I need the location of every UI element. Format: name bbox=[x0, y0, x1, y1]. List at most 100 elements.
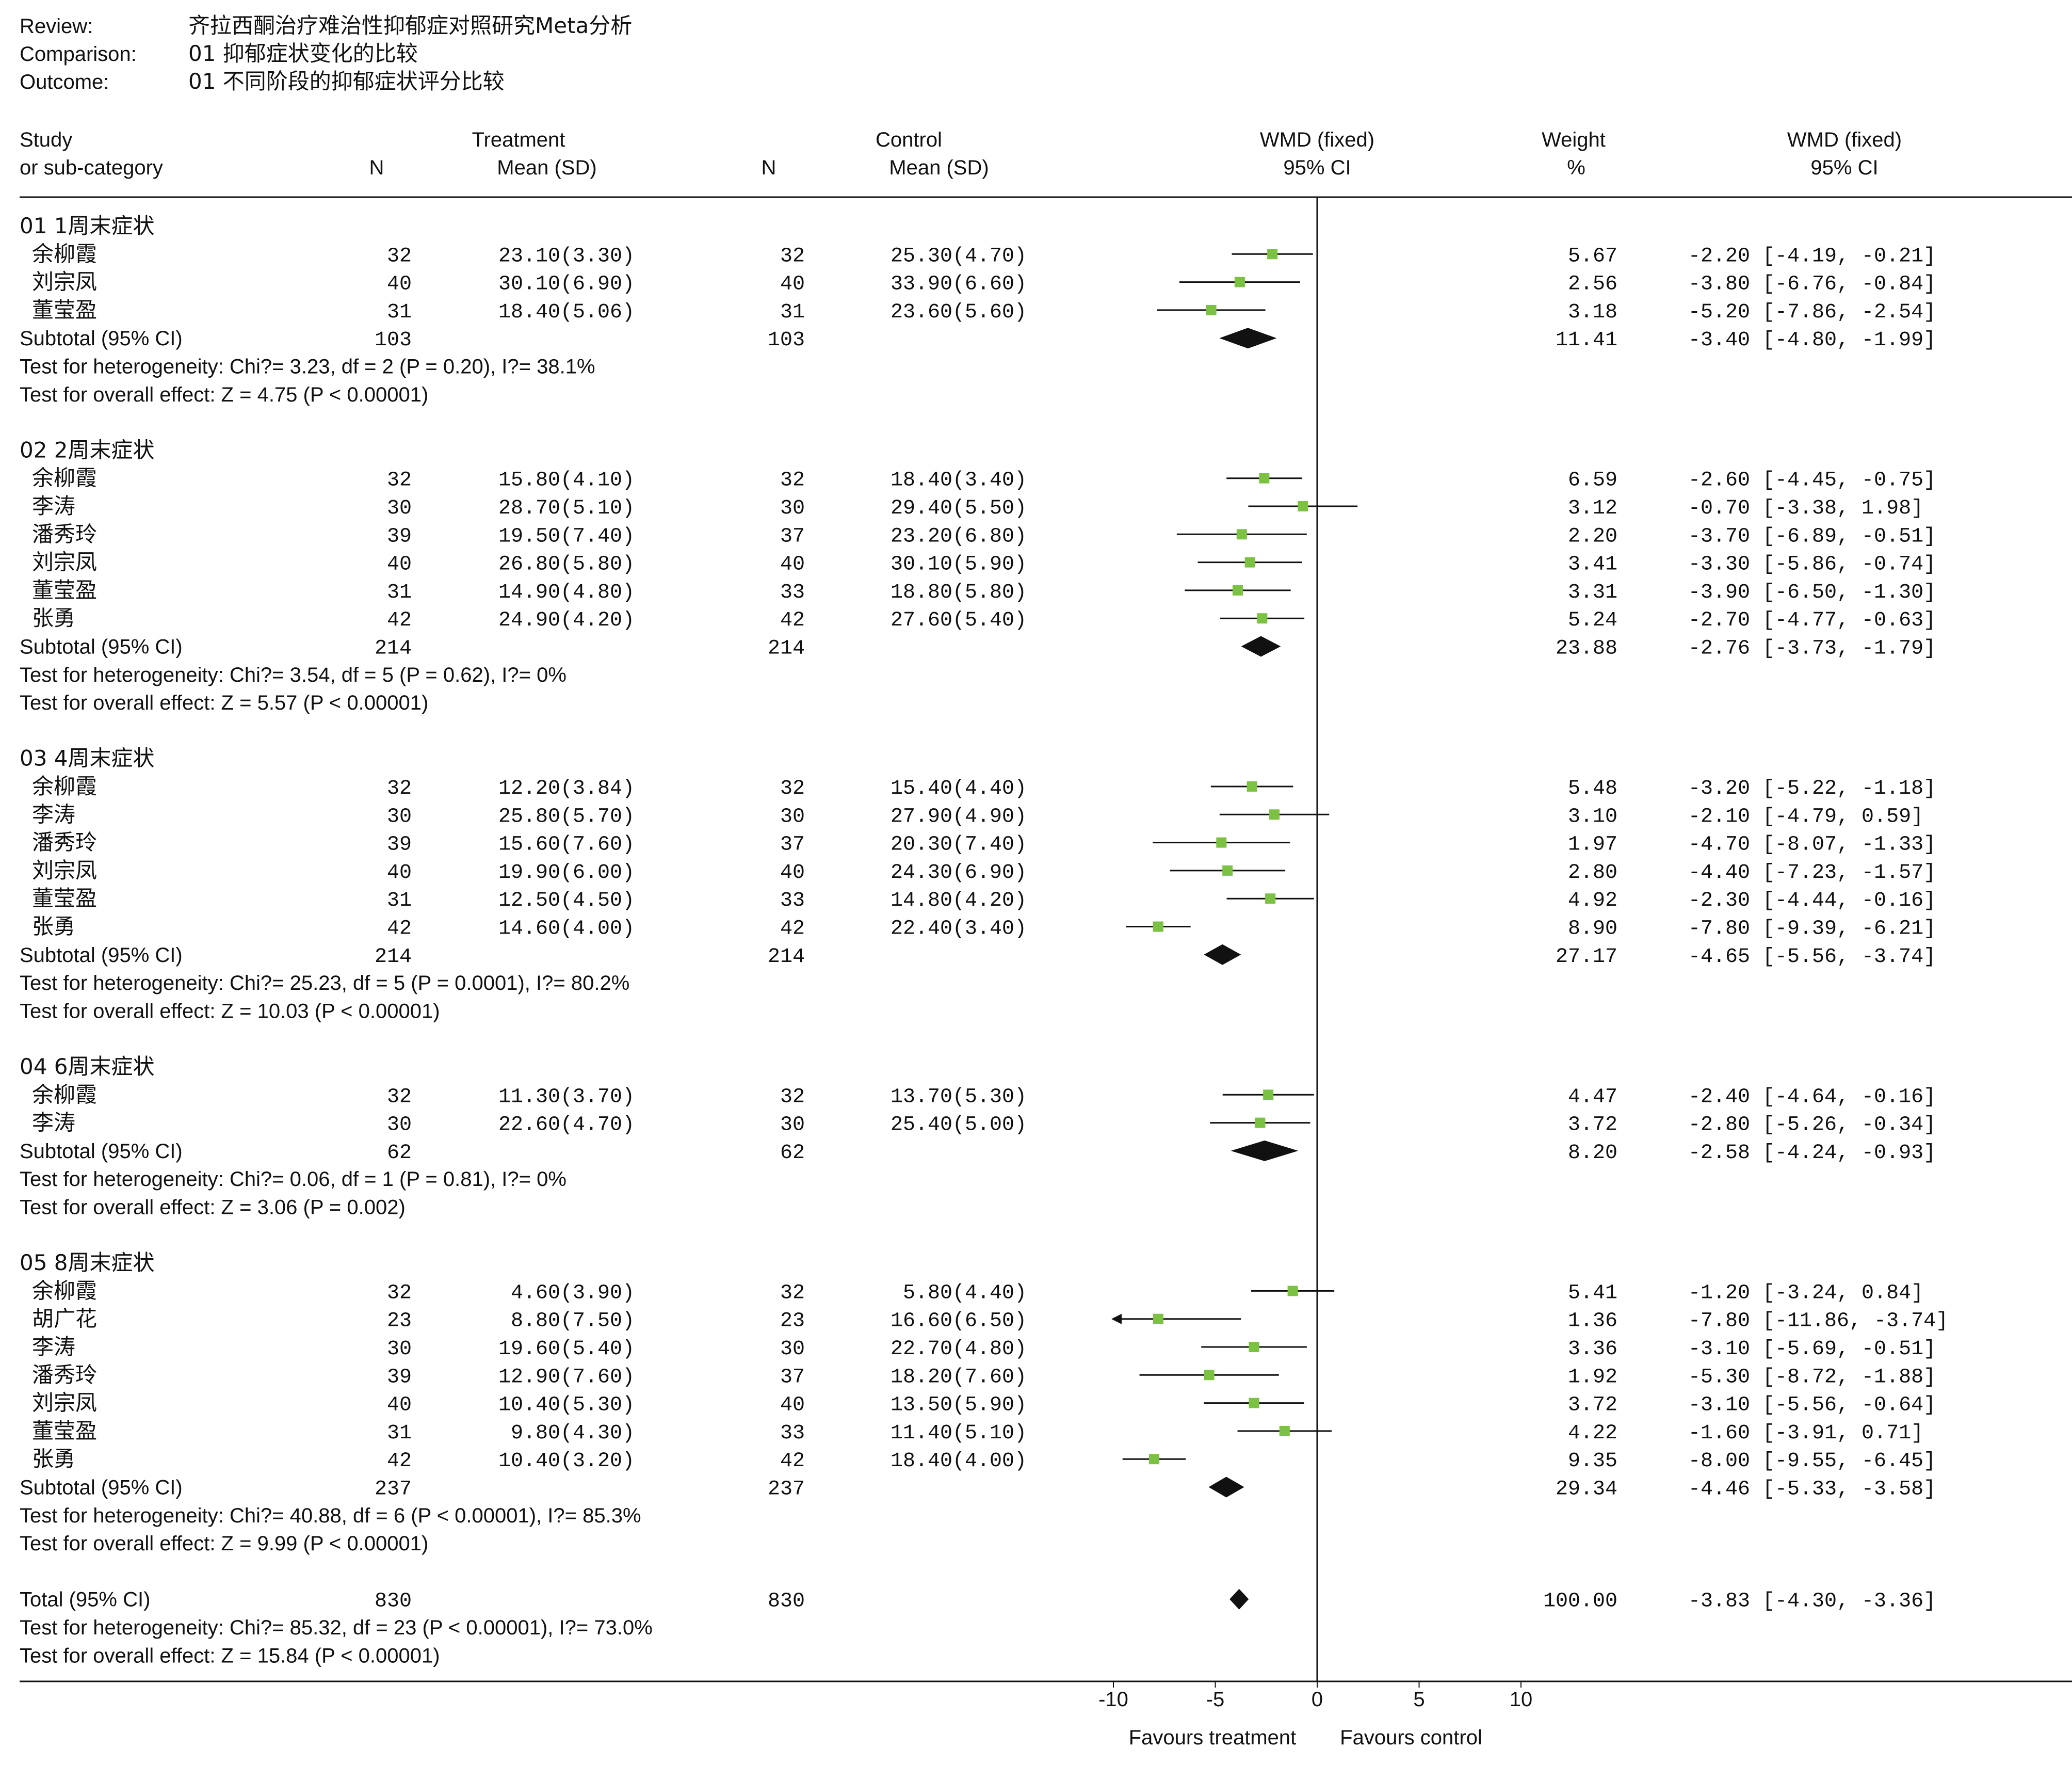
treatment-mean-sd: 15.60(7.60) bbox=[498, 833, 635, 857]
point-estimate bbox=[1257, 613, 1268, 624]
study-name: 余柳霞 bbox=[32, 1278, 97, 1303]
treatment-n: 30 bbox=[387, 805, 412, 828]
treatment-mean-sd: 10.40(3.20) bbox=[498, 1450, 635, 1473]
column-headers: Study or sub-category Treatment N Mean (… bbox=[20, 129, 1902, 179]
subtotal-estimate-ci: -2.58 [-4.24, -0.93] bbox=[1688, 1142, 1936, 1165]
study-weight: 3.72 bbox=[1568, 1114, 1617, 1137]
comparison-title: 01 抑郁症状变化的比较 bbox=[188, 41, 418, 66]
treatment-n: 40 bbox=[387, 273, 412, 296]
treatment-mean-sd: 28.70(5.10) bbox=[498, 497, 635, 520]
col-control-n: N bbox=[762, 156, 776, 179]
point-estimate bbox=[1222, 865, 1233, 876]
study-name: 李涛 bbox=[32, 1110, 75, 1135]
x-tick-label: 0 bbox=[1312, 1688, 1323, 1711]
col-treatment: Treatment bbox=[472, 129, 565, 151]
treatment-n: 40 bbox=[387, 861, 412, 885]
point-estimate bbox=[1269, 809, 1280, 820]
forest-plot-area: -10 -5 0 5 10 Favours treatment Favours contro… bbox=[1098, 197, 1532, 1749]
col-treatment-n: N bbox=[369, 156, 384, 179]
treatment-n: 39 bbox=[387, 1366, 412, 1389]
point-estimate bbox=[1259, 473, 1270, 484]
study-name: 刘宗凤 bbox=[32, 1390, 97, 1416]
subtotal-weight: 23.88 bbox=[1556, 637, 1617, 661]
study-name: 董莹盈 bbox=[32, 297, 97, 323]
subtotal-label: Subtotal (95% CI) bbox=[20, 1140, 183, 1163]
control-n: 32 bbox=[780, 1281, 805, 1305]
treatment-mean-sd: 14.90(4.80) bbox=[498, 581, 635, 604]
treatment-mean-sd: 30.10(6.90) bbox=[498, 273, 635, 296]
study-weight: 3.41 bbox=[1568, 553, 1617, 576]
col-control: Control bbox=[876, 129, 942, 151]
point-estimate bbox=[1265, 893, 1276, 904]
study-name: 张勇 bbox=[32, 605, 75, 631]
point-estimate bbox=[1234, 277, 1245, 287]
study-estimate-ci: -2.10 [-4.79, 0.59] bbox=[1688, 805, 1923, 828]
subtotal-label: Subtotal (95% CI) bbox=[20, 636, 183, 659]
heterogeneity-test: Test for heterogeneity: Chi?= 25.23, df … bbox=[20, 972, 629, 994]
study-weight: 2.56 bbox=[1568, 273, 1617, 296]
x-tick-label: -5 bbox=[1206, 1688, 1225, 1711]
treatment-n: 32 bbox=[387, 777, 412, 800]
treatment-n: 32 bbox=[387, 245, 412, 268]
control-n: 32 bbox=[780, 469, 805, 492]
study-weight: 5.24 bbox=[1568, 609, 1617, 632]
study-weight: 1.36 bbox=[1568, 1310, 1617, 1333]
control-mean-sd: 5.80(4.40) bbox=[903, 1281, 1027, 1305]
control-mean-sd: 27.90(4.90) bbox=[891, 805, 1027, 828]
treatment-mean-sd: 4.60(3.90) bbox=[511, 1281, 635, 1305]
total-weight: 100.00 bbox=[1543, 1590, 1617, 1613]
treatment-mean-sd: 23.10(3.30) bbox=[498, 245, 635, 268]
control-n: 40 bbox=[780, 553, 805, 576]
col-plot: WMD (fixed) bbox=[1260, 129, 1374, 151]
study-estimate-ci: -1.60 [-3.91, 0.71] bbox=[1688, 1422, 1923, 1445]
study-name: 潘秀玲 bbox=[32, 521, 97, 547]
treatment-mean-sd: 14.60(4.00) bbox=[498, 918, 635, 941]
subtotal-estimate-ci: -2.76 [-3.73, -1.79] bbox=[1688, 637, 1936, 661]
subtotal-estimate-ci: -4.65 [-5.56, -3.74] bbox=[1688, 945, 1936, 969]
subtotal-diamond bbox=[1241, 636, 1281, 657]
subtotal-control-n: 103 bbox=[768, 329, 805, 352]
point-estimate bbox=[1236, 529, 1247, 540]
col-control-mean: Mean (SD) bbox=[889, 156, 989, 179]
study-name: 张勇 bbox=[32, 1446, 75, 1471]
total-diamond bbox=[1229, 1588, 1249, 1610]
control-n: 37 bbox=[780, 525, 805, 548]
study-estimate-ci: -2.30 [-4.44, -0.16] bbox=[1688, 889, 1936, 912]
point-estimate bbox=[1244, 557, 1255, 568]
control-n: 32 bbox=[780, 245, 805, 268]
treatment-n: 39 bbox=[387, 525, 412, 548]
study-weight: 3.36 bbox=[1568, 1338, 1617, 1361]
study-weight: 4.92 bbox=[1568, 889, 1617, 912]
treatment-n: 31 bbox=[387, 581, 412, 604]
meta-header: Review: 齐拉西酮治疗难治性抑郁症对照研究Meta分析 Compariso… bbox=[20, 13, 632, 94]
treatment-mean-sd: 26.80(5.80) bbox=[498, 553, 635, 576]
control-n: 33 bbox=[780, 581, 805, 604]
control-mean-sd: 18.40(3.40) bbox=[891, 469, 1027, 492]
treatment-n: 23 bbox=[387, 1310, 412, 1333]
overall-effect-test: Test for overall effect: Z = 9.99 (P < 0… bbox=[20, 1532, 428, 1555]
control-mean-sd: 20.30(7.40) bbox=[891, 833, 1027, 857]
x-tick-label: 10 bbox=[1510, 1688, 1533, 1711]
treatment-mean-sd: 12.20(3.84) bbox=[498, 777, 635, 800]
treatment-n: 42 bbox=[387, 918, 412, 941]
subtotal-treatment-n: 103 bbox=[375, 329, 412, 352]
control-n: 40 bbox=[780, 861, 805, 885]
study-weight: 5.67 bbox=[1568, 245, 1617, 268]
study-weight: 2.20 bbox=[1568, 525, 1617, 548]
study-estimate-ci: -7.80 [-9.39, -6.21] bbox=[1688, 918, 1936, 941]
study-estimate-ci: -4.70 [-8.07, -1.33] bbox=[1688, 833, 1936, 857]
ci-arrow bbox=[1111, 1313, 1122, 1324]
study-name: 刘宗凤 bbox=[32, 858, 97, 883]
group-title: 05 8周末症状 bbox=[20, 1250, 155, 1275]
point-estimate bbox=[1249, 1342, 1259, 1352]
treatment-n: 40 bbox=[387, 1394, 412, 1417]
treatment-mean-sd: 19.90(6.00) bbox=[498, 861, 635, 885]
overall-effect-test: Test for overall effect: Z = 5.57 (P < 0… bbox=[20, 692, 428, 714]
col-weight: Weight bbox=[1542, 129, 1606, 151]
study-weight: 2.80 bbox=[1568, 861, 1617, 885]
study-name: 余柳霞 bbox=[32, 466, 97, 491]
treatment-mean-sd: 22.60(4.70) bbox=[498, 1114, 635, 1137]
study-name: 余柳霞 bbox=[32, 241, 97, 266]
subtotal-estimate-ci: -4.46 [-5.33, -3.58] bbox=[1688, 1478, 1936, 1501]
